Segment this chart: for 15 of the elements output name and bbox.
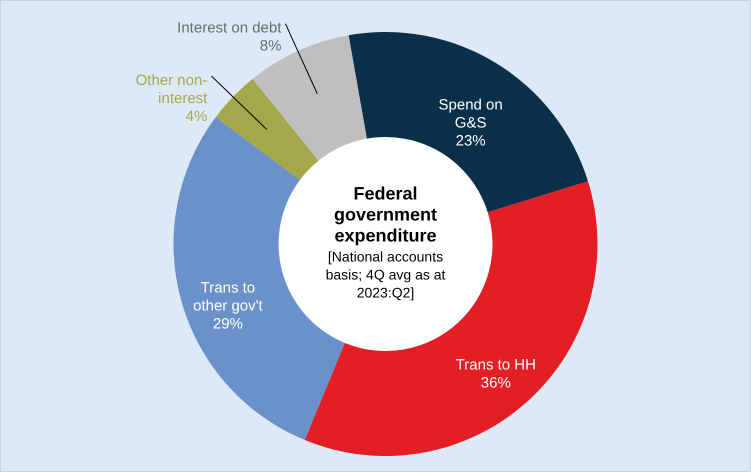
data-label: 23% (456, 132, 486, 150)
slice-label: Trans to HH (456, 356, 536, 374)
slice-label: Spend on G&S (438, 96, 503, 132)
data-label: 4% (186, 108, 208, 125)
data-label: 29% (212, 315, 243, 332)
data-label: 36% (480, 374, 511, 392)
donut-slice (304, 181, 598, 456)
text: [National accounts basis; 4Q avg as at 2023:Q2] (326, 248, 446, 300)
slice-label: Interest on debt (177, 20, 282, 37)
text: Federal government expenditure (334, 184, 438, 246)
donut-slice (216, 78, 318, 180)
slice-label: Trans to other gov't (193, 279, 264, 314)
donut-slice (252, 35, 367, 161)
slice-label: Other non-interest (136, 72, 208, 107)
data-label: 8% (260, 38, 282, 55)
